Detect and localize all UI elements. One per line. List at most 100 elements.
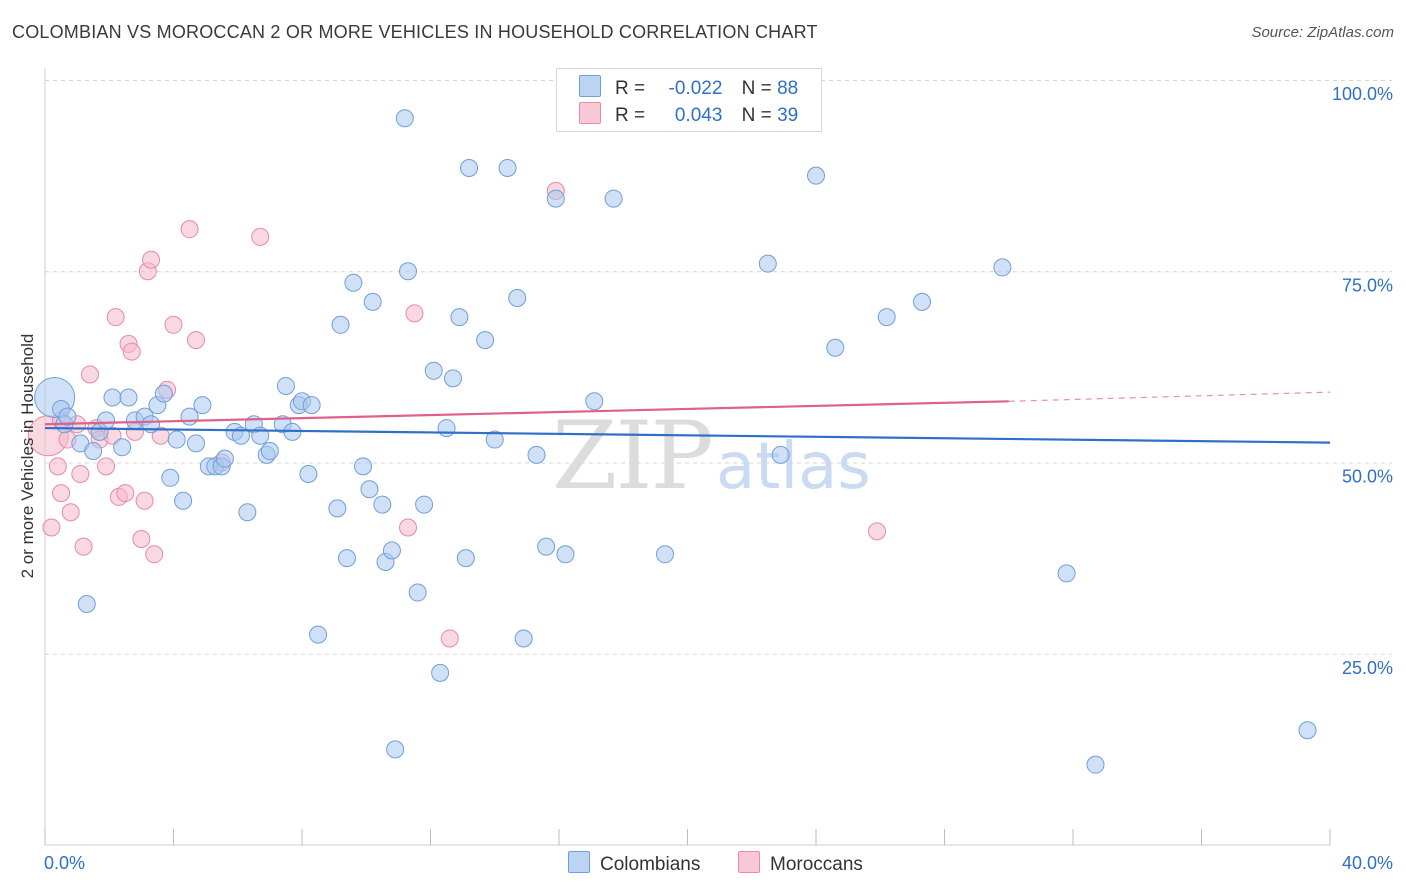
moroccan-point [164, 315, 183, 334]
colombian-point [360, 480, 379, 499]
colombian-point [77, 595, 96, 614]
moroccans-trendline-extension [1008, 391, 1331, 402]
legend-n-value: 39 [777, 105, 799, 126]
colombian-point [656, 545, 675, 564]
bottom-legend-label: Moroccans [770, 854, 863, 875]
colombian-point [161, 468, 180, 487]
moroccan-point [132, 530, 151, 548]
colombian-point [174, 491, 193, 510]
colombian-point [527, 445, 546, 464]
moroccan-point [74, 537, 93, 556]
colombian-point [186, 434, 205, 453]
colombian-point [431, 663, 450, 682]
moroccan-point [399, 518, 418, 537]
colombians-trendline [44, 426, 1331, 444]
colombian-point [260, 442, 279, 461]
colombian-point [299, 464, 318, 483]
moroccan-point [135, 491, 154, 510]
colombian-point [363, 292, 382, 311]
legend-n-label: N = [741, 78, 772, 99]
colombian-point [238, 503, 257, 522]
colombian-point [443, 369, 462, 388]
colombian-point [456, 549, 475, 568]
moroccan-point [97, 457, 116, 476]
y-tick-label: 75.0% [1342, 275, 1393, 295]
watermark: ZIP atlas [552, 402, 871, 511]
colombian-point [302, 396, 321, 415]
watermark-atlas: atlas [716, 430, 871, 504]
y-tick-label: 25.0% [1342, 658, 1393, 678]
legend-swatch-pink [579, 102, 601, 124]
colombian-point [354, 457, 373, 476]
colombian-point [309, 625, 328, 644]
colombian-point [231, 426, 250, 445]
colombian-point [215, 449, 234, 468]
colombian-point [485, 430, 504, 449]
colombian-point [344, 273, 363, 292]
moroccan-point [122, 342, 141, 361]
colombian-point [537, 537, 556, 556]
bottom-legend-label: Colombians [600, 854, 701, 875]
bottom-legend-swatch-pink [738, 851, 760, 873]
colombian-point [58, 407, 77, 426]
stats-legend: R = -0.022 N = 88 R = 0.043 N = 39 [556, 68, 822, 132]
legend-n-value: 88 [777, 78, 799, 99]
colombian-point [450, 308, 469, 327]
y-tick-label: 100.0% [1332, 84, 1393, 104]
moroccan-point [80, 365, 99, 384]
moroccan-point [42, 518, 61, 537]
colombian-point [758, 254, 777, 273]
colombian-point [585, 392, 604, 411]
colombian-point [408, 583, 427, 602]
colombian-point [415, 495, 434, 514]
legend-r-value: -0.022 [668, 78, 723, 99]
moroccans-points [27, 181, 887, 648]
colombian-point [498, 158, 517, 177]
colombian-point [337, 549, 356, 568]
colombian-point [556, 545, 575, 564]
colombian-point [193, 396, 212, 415]
legend-r-value: 0.043 [674, 105, 723, 126]
colombian-point [424, 361, 443, 380]
moroccan-point [116, 484, 135, 503]
gridlines [45, 80, 1392, 655]
colombian-point [514, 629, 533, 648]
colombian-point [1298, 721, 1317, 740]
colombian-point [373, 495, 392, 514]
colombian-point [877, 308, 896, 327]
colombian-point [113, 438, 132, 457]
moroccan-point [48, 457, 67, 476]
y-tick-label: 50.0% [1342, 467, 1393, 487]
bottom-legend-moroccans: Moroccans [738, 851, 863, 876]
legend-r-label: R = [615, 78, 646, 99]
moroccan-point [405, 304, 424, 323]
colombian-point [154, 384, 173, 403]
bottom-legend-colombians: Colombians [568, 851, 700, 876]
legend-r-label: R = [615, 105, 646, 126]
x-tick-labels: 0.0% 40.0% [44, 853, 1393, 873]
colombian-point [119, 388, 138, 407]
moroccan-point [251, 227, 270, 246]
colombian-point [167, 430, 186, 449]
moroccan-point [145, 545, 164, 564]
trendlines [44, 391, 1331, 444]
colombian-point [1057, 564, 1076, 583]
colombian-point [1086, 755, 1105, 774]
moroccans-trendline [44, 400, 1009, 426]
moroccan-point [868, 522, 887, 541]
colombian-point [382, 541, 401, 560]
moroccan-point [52, 484, 71, 503]
y-tick-labels: 25.0% 50.0% 75.0% 100.0% [1332, 84, 1393, 678]
moroccan-point [180, 220, 199, 239]
watermark-zip: ZIP [552, 402, 712, 511]
colombian-point [331, 315, 350, 334]
x-tick-label: 0.0% [44, 853, 85, 873]
colombian-point [807, 166, 825, 185]
colombian-point [399, 262, 418, 281]
colombian-point [546, 189, 565, 208]
colombian-point [84, 442, 103, 461]
x-tick-label: 40.0% [1342, 853, 1393, 873]
moroccan-point [440, 629, 459, 648]
legend-row-moroccans: R = 0.043 N = 39 [579, 102, 798, 128]
